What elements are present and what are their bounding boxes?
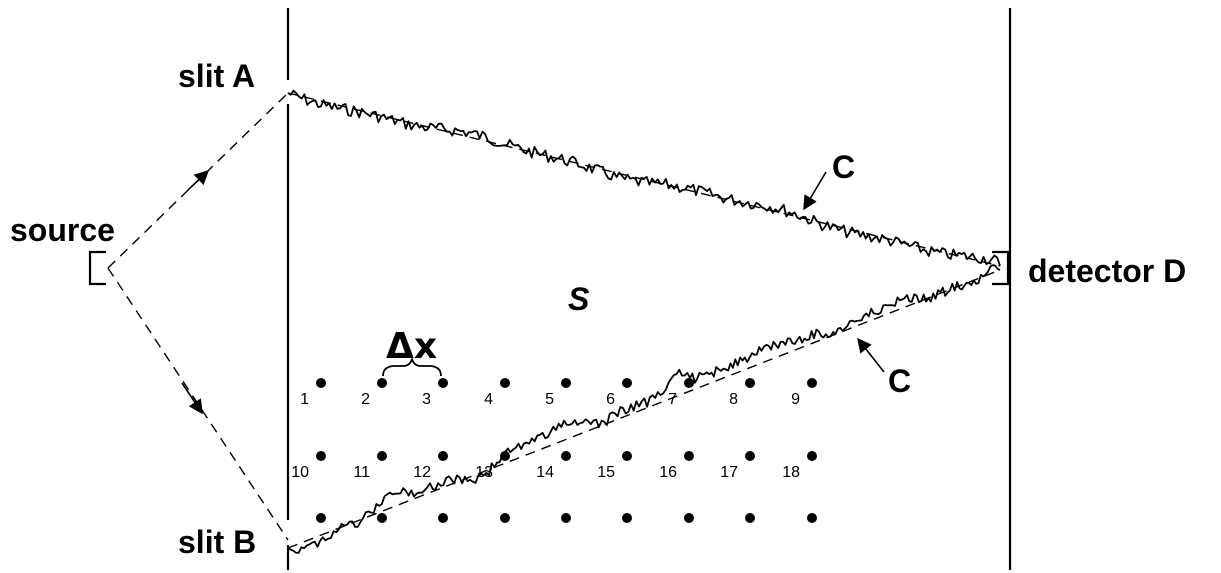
detector-bracket [992, 250, 1010, 286]
grid-point [316, 451, 326, 461]
grid-point-number: 14 [536, 464, 554, 481]
grid-point [745, 513, 755, 523]
grid-point [622, 451, 632, 461]
classical-path-lower [287, 269, 1001, 549]
grid-point [745, 451, 755, 461]
random-path-lower [287, 264, 1001, 554]
grid-point [500, 378, 510, 388]
grid-point [622, 513, 632, 523]
grid-point-number: 9 [791, 391, 800, 408]
grid-point [500, 451, 510, 461]
grid-point [438, 513, 448, 523]
spacing-brace [382, 358, 442, 377]
grid-point-number: 15 [597, 464, 615, 481]
grid-point [622, 378, 632, 388]
grid-point-number: 11 [353, 464, 370, 481]
grid-point [684, 451, 694, 461]
grid-point [377, 513, 387, 523]
grid-point-number: 13 [475, 464, 493, 481]
grid-point-number: 10 [291, 464, 309, 481]
grid-point [377, 451, 387, 461]
grid-point [561, 451, 571, 461]
grid-point-number: 4 [484, 391, 493, 408]
grid-point [684, 513, 694, 523]
source-bracket [88, 250, 106, 286]
grid-point [561, 378, 571, 388]
grid-point-number: 12 [413, 464, 431, 481]
grid-point [500, 513, 510, 523]
slit-b-label: slit B [178, 524, 256, 560]
grid-point-number: 16 [659, 464, 677, 481]
grid-point [807, 451, 817, 461]
grid-point-number: 6 [606, 391, 615, 408]
grid-point [745, 378, 755, 388]
detector-label: detector D [1028, 253, 1186, 289]
grid-points [316, 378, 817, 523]
ray-arrow-lower [181, 382, 203, 415]
grid-point [438, 451, 448, 461]
grid-point [561, 513, 571, 523]
grid-point-number: 17 [720, 464, 738, 481]
grid-point [807, 378, 817, 388]
path-label-lower: C [888, 363, 911, 399]
grid-point-number: 5 [545, 391, 554, 408]
grid-point [316, 513, 326, 523]
grid-point [438, 378, 448, 388]
grid-point [807, 513, 817, 523]
grid-point-number: 2 [361, 391, 370, 408]
grid-point [316, 378, 326, 388]
grid-point [684, 378, 694, 388]
pointer-lower [857, 337, 885, 373]
random-path-upper [287, 89, 1001, 267]
grid-point-number: 8 [729, 391, 738, 408]
grid-point-number: 18 [782, 464, 800, 481]
path-label-upper: C [832, 149, 855, 185]
ray-arrow-upper [187, 170, 210, 191]
source-label: source [10, 212, 115, 248]
region-label: S [568, 281, 590, 317]
grid-point-number: 3 [422, 391, 431, 408]
ray-source-to-slit-b [107, 267, 289, 541]
grid-point [377, 378, 387, 388]
grid-point-numbers: 1 2 3 4 5 6 7 8 910 11 12 13 14 15 16 17 18 [291, 391, 800, 481]
pointer-upper [803, 171, 827, 211]
grid-point-number: 7 [668, 391, 677, 408]
slit-a-label: slit A [178, 58, 255, 94]
grid-point-number: 1 [300, 391, 309, 408]
